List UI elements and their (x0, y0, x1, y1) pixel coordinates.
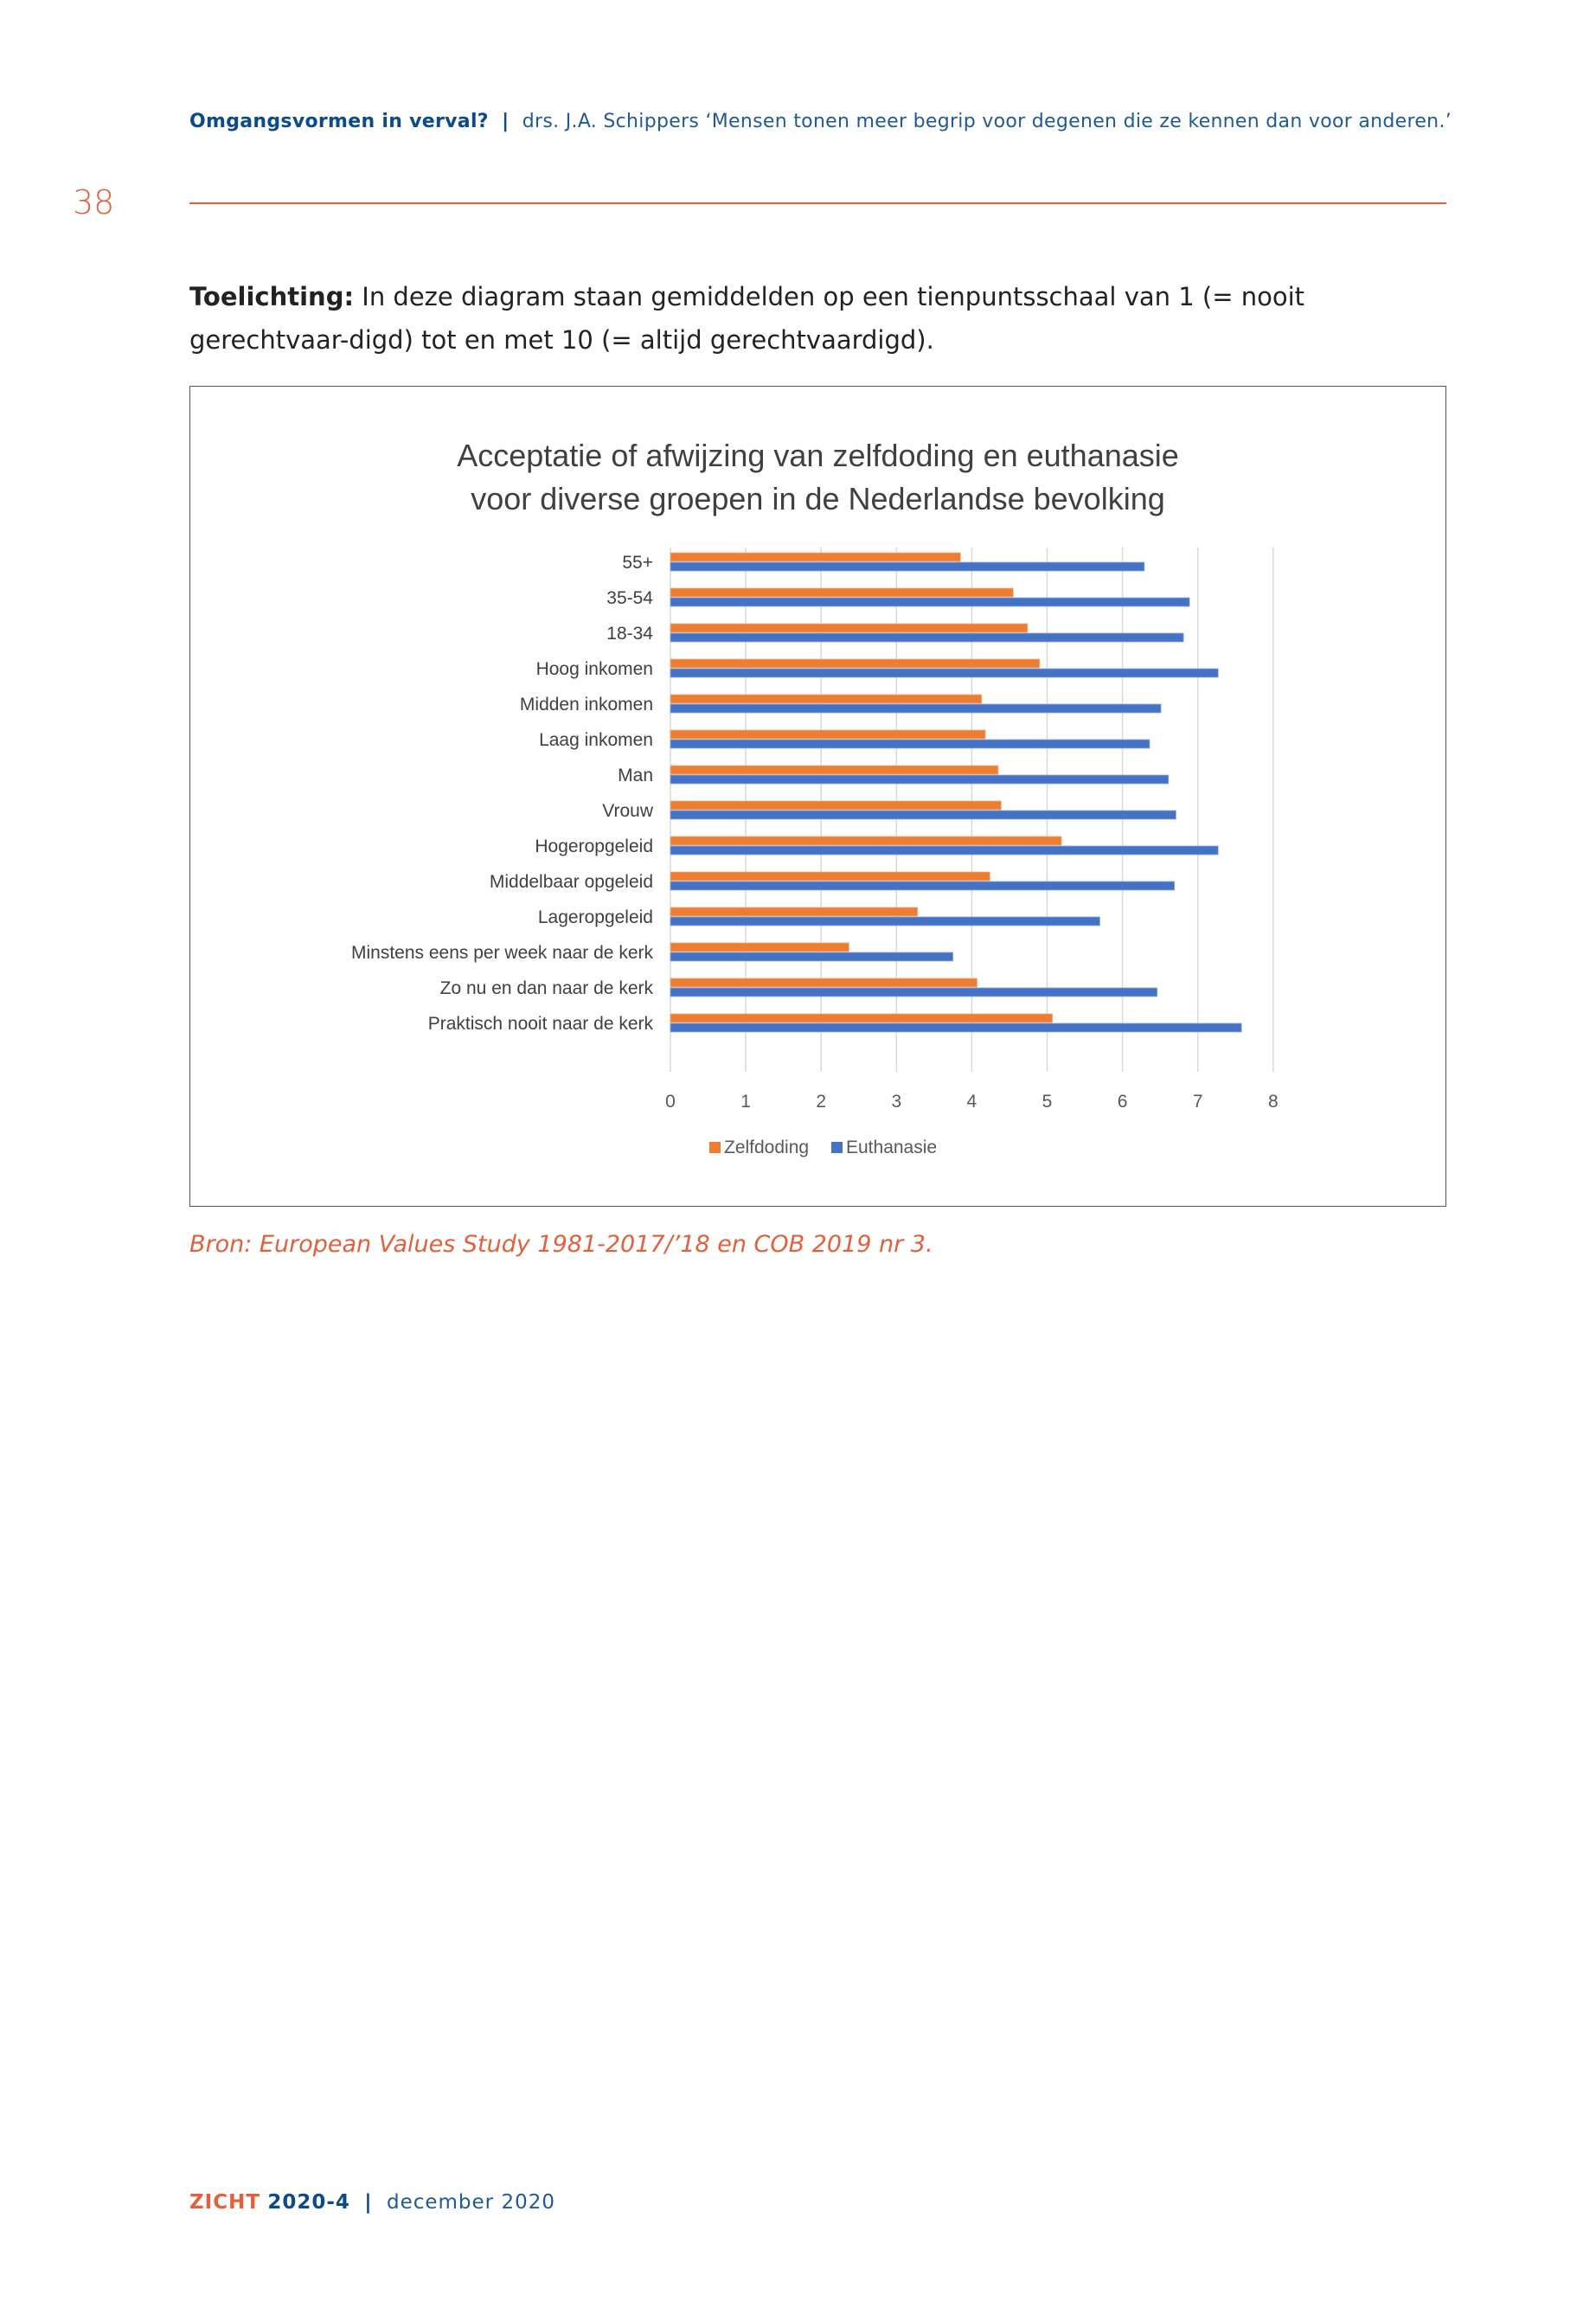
x-tick-label: 6 (1118, 1092, 1128, 1112)
bar-chart: 0 1 2 3 4 5 6 7 8 55+ 35-54 18-34 Hoog inkomen Midden… (351, 548, 1279, 1157)
legend-swatch-zelfdoding (709, 1142, 721, 1153)
intro-paragraph: Toelichting: In deze diagram staan gemid… (189, 275, 1452, 362)
footer: ZICHT 2020-4 | december 2020 (189, 2191, 555, 2214)
bar-euthanasie (670, 668, 1219, 678)
footer-issue: 2020-4 (267, 2191, 350, 2214)
footer-separator: | (364, 2191, 373, 2214)
category-label: Minstens eens per week naar de kerk (351, 943, 654, 963)
x-tick-label: 2 (816, 1092, 826, 1112)
intro-label: Toelichting: (189, 282, 355, 311)
category-label: Vrouw (602, 801, 654, 821)
header-rule (189, 202, 1446, 204)
category-label: 18-34 (606, 624, 653, 644)
footer-date: december 2020 (386, 2191, 555, 2214)
legend-label-zelfdoding: Zelfdoding (724, 1138, 809, 1157)
bar-euthanasie (670, 810, 1176, 820)
x-tick-label: 4 (967, 1092, 977, 1112)
bar-euthanasie (670, 774, 1170, 785)
bar-zelfdoding (670, 977, 977, 988)
bar-zelfdoding (670, 836, 1062, 846)
bar-zelfdoding (670, 800, 1002, 811)
bar-euthanasie (670, 597, 1190, 607)
chart-title-line-2: voor diverse groepen in de Nederlandse b… (471, 481, 1165, 516)
x-tick-label: 3 (891, 1092, 901, 1112)
legend-swatch-euthanasie (831, 1142, 843, 1153)
header-subtitle: drs. J.A. Schippers ‘Mensen tonen meer b… (522, 111, 1452, 132)
bar-zelfdoding (670, 907, 919, 917)
bar-euthanasie (670, 703, 1162, 714)
x-tick-label: 5 (1042, 1092, 1053, 1112)
bar-zelfdoding (670, 765, 999, 775)
bar-euthanasie (670, 739, 1151, 749)
bar-zelfdoding (670, 658, 1041, 669)
x-tick-label: 1 (740, 1092, 751, 1112)
category-label: Middelbaar opgeleid (490, 872, 653, 892)
bar-euthanasie (670, 952, 954, 962)
category-label: Lageropgeleid (538, 907, 653, 927)
bar-zelfdoding (670, 871, 990, 881)
bar-euthanasie (670, 916, 1100, 926)
category-label: Hoog inkomen (536, 659, 653, 679)
bar-euthanasie (670, 1022, 1242, 1033)
category-label: Hogeropgeleid (535, 836, 653, 856)
bar-zelfdoding (670, 587, 1014, 598)
x-tick-label: 8 (1268, 1092, 1279, 1112)
x-tick-label: 7 (1193, 1092, 1203, 1112)
bar-euthanasie (670, 845, 1219, 856)
source-note: Bron: European Values Study 1981-2017/’1… (189, 1231, 933, 1258)
category-label: Man (618, 766, 653, 785)
bar-euthanasie (670, 632, 1184, 643)
chart-frame: Acceptatie of afwijzing van zelfdoding e… (189, 386, 1446, 1207)
legend-label-euthanasie: Euthanasie (846, 1138, 937, 1157)
bar-euthanasie (670, 561, 1145, 572)
bar-euthanasie (670, 987, 1158, 997)
bar-euthanasie (670, 881, 1176, 891)
chart-title-line-1: Acceptatie of afwijzing van zelfdoding e… (457, 438, 1179, 473)
bar-zelfdoding (670, 729, 986, 740)
footer-brand: ZICHT (189, 2191, 261, 2214)
x-tick-label: 0 (665, 1092, 676, 1112)
header-separator: | (502, 111, 510, 132)
intro-text: In deze diagram staan gemiddelden op een… (189, 282, 1305, 355)
bar-zelfdoding (670, 552, 961, 562)
category-label: Laag inkomen (539, 730, 653, 750)
header-section: Omgangsvormen in verval? (189, 111, 489, 132)
page-number: 38 (73, 183, 115, 221)
bar-zelfdoding (670, 694, 983, 704)
category-label: Praktisch nooit naar de kerk (428, 1014, 654, 1034)
category-label: 35-54 (606, 588, 653, 608)
bar-zelfdoding (670, 1013, 1053, 1023)
running-header: Omgangsvormen in verval? | drs. J.A. Sch… (189, 111, 1452, 132)
category-label: Zo nu en dan naar de kerk (440, 978, 654, 998)
bar-zelfdoding (670, 623, 1029, 633)
bar-zelfdoding (670, 942, 849, 952)
category-label: 55+ (622, 553, 653, 573)
category-label: Midden inkomen (520, 695, 653, 715)
chart-title: Acceptatie of afwijzing van zelfdoding e… (190, 434, 1445, 521)
